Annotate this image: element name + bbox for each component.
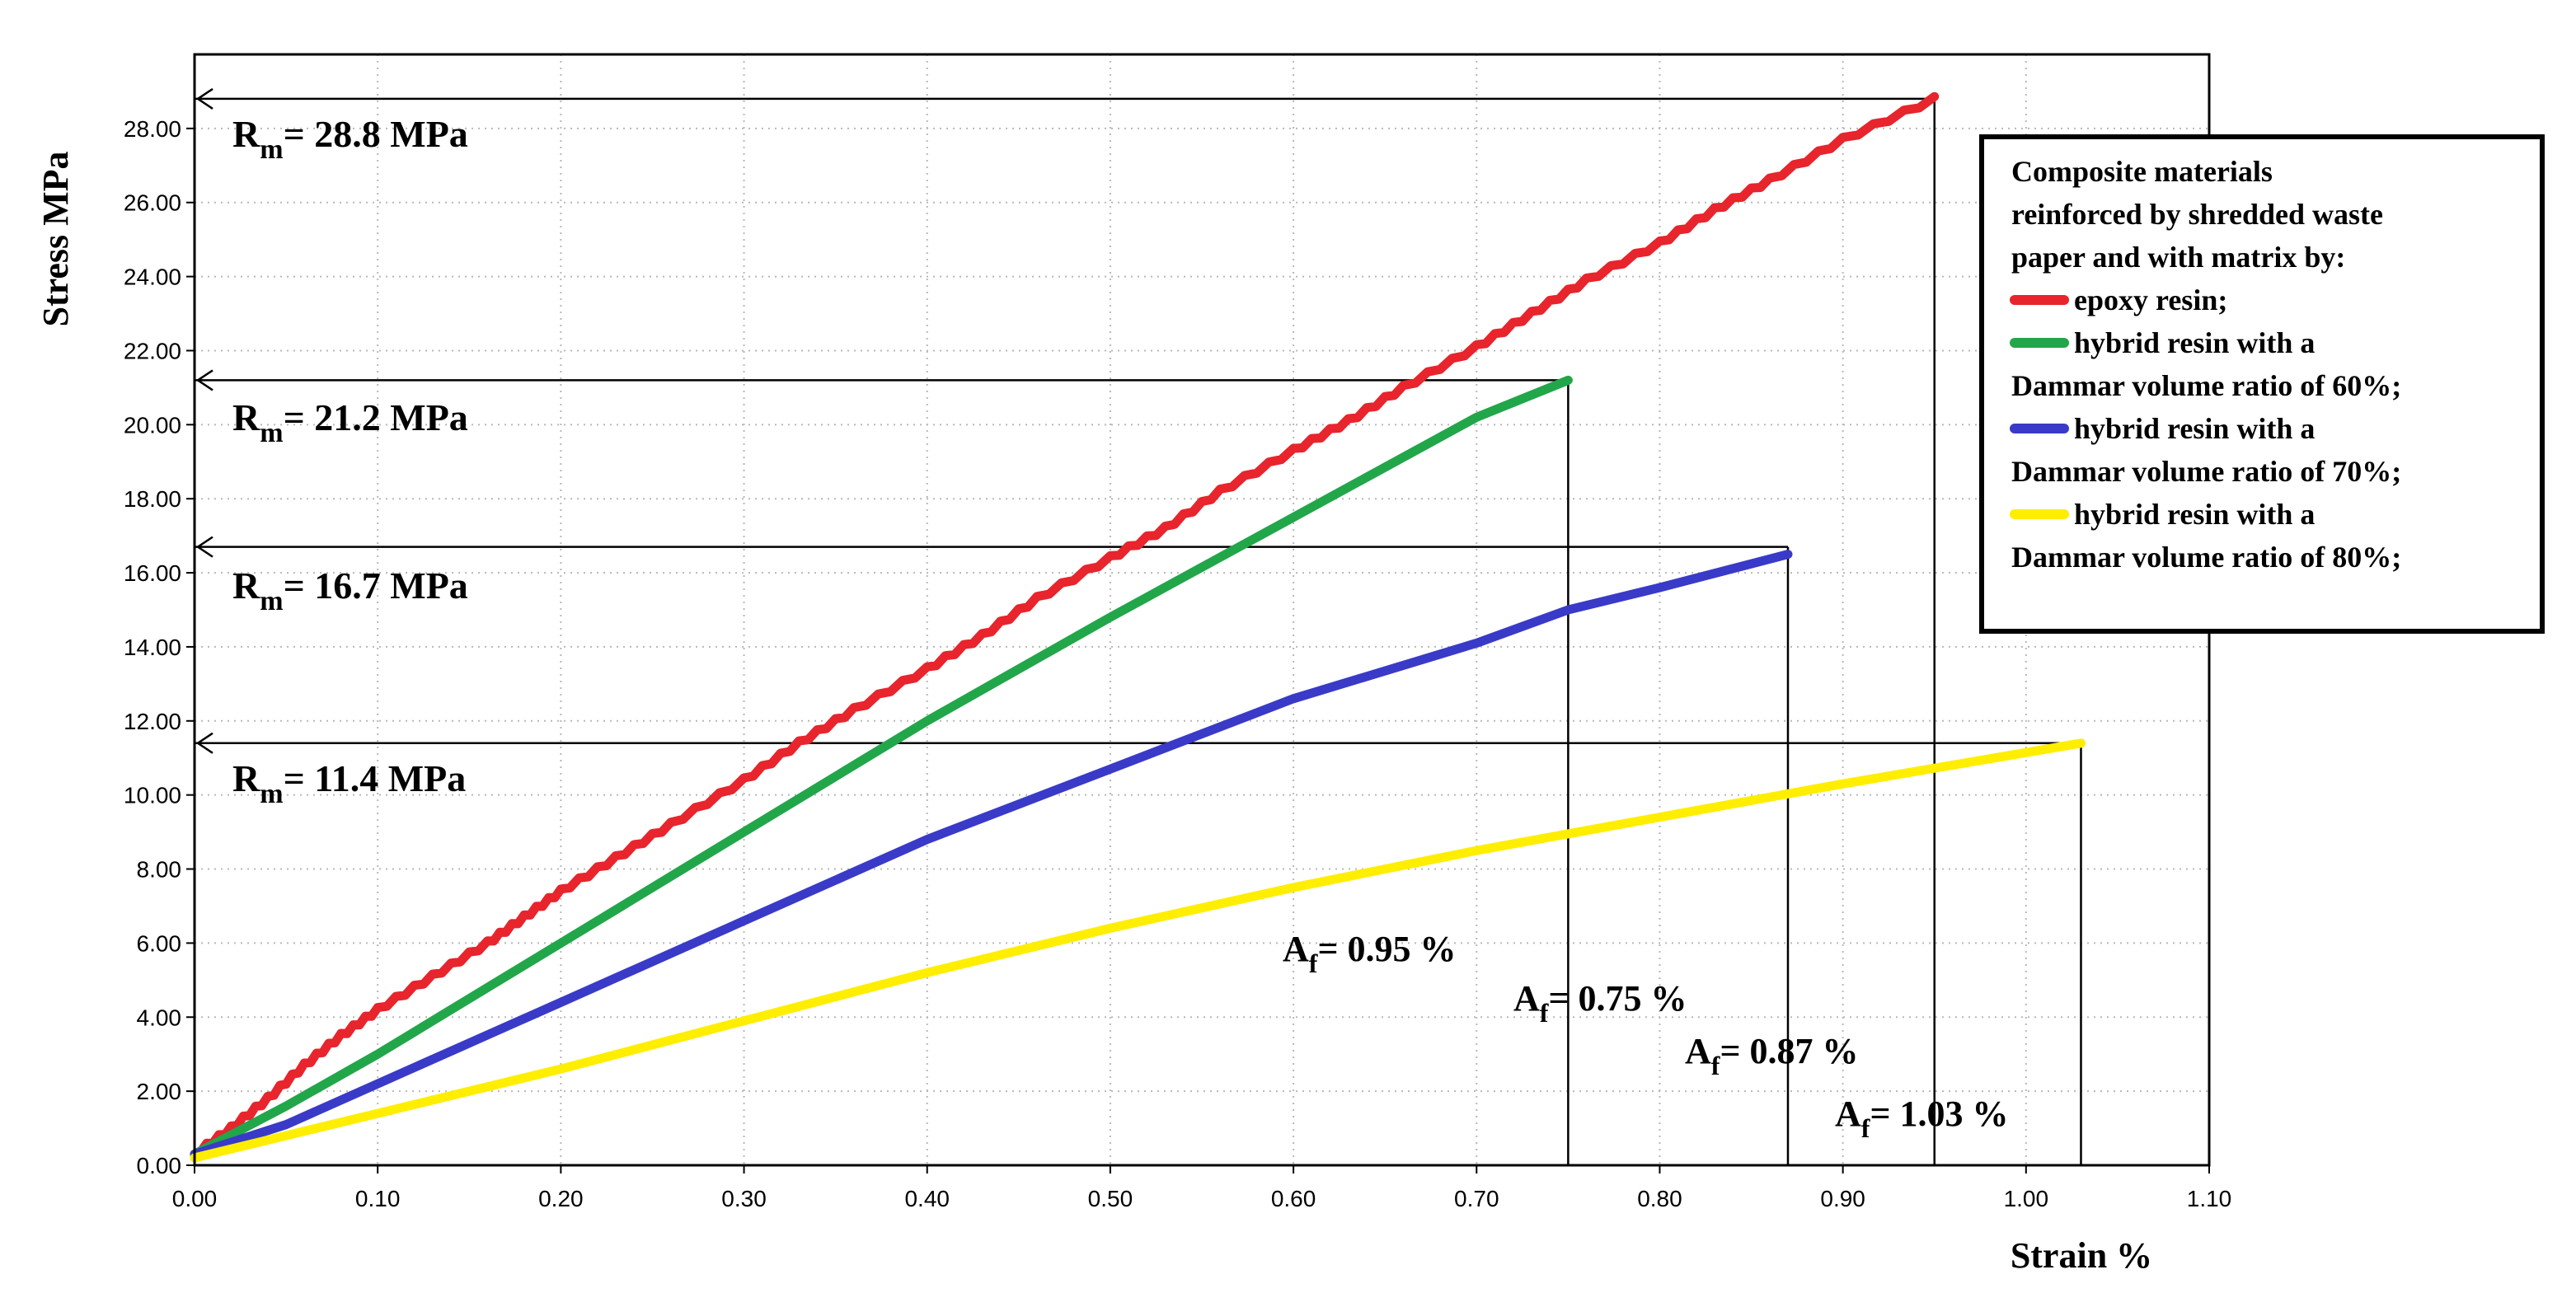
reference-arrowhead: [195, 87, 213, 110]
series-line-0: [190, 91, 1940, 1159]
y-tick-label: 22.00: [124, 338, 181, 363]
y-tick-label: 10.00: [124, 783, 181, 808]
reference-arrowhead: [195, 732, 213, 754]
series-lines: [190, 91, 2086, 1163]
x-tick-label: 0.00: [172, 1186, 218, 1211]
legend-entry-label: hybrid resin with a: [2074, 412, 2315, 445]
x-tick-label: 0.50: [1088, 1186, 1133, 1211]
annotation-subscript: f: [1309, 949, 1318, 978]
legend-entry-continuation: Dammar volume ratio of 60%;: [2011, 369, 2401, 402]
y-tick-label: 18.00: [124, 486, 181, 512]
y-tick-label: 2.00: [137, 1079, 182, 1104]
legend-entry-label: hybrid resin with a: [2074, 326, 2315, 359]
max-stress-label: Rm= 16.7 MPa: [232, 564, 468, 616]
annotation-value: = 0.95 %: [1317, 929, 1456, 969]
x-tick-label: 0.80: [1637, 1186, 1682, 1211]
annotation-subscript: f: [1711, 1051, 1720, 1080]
x-tick-label: 0.70: [1454, 1186, 1499, 1211]
y-tick-label: 20.00: [124, 412, 181, 438]
annotation-symbol: A: [1283, 929, 1309, 969]
annotation-subscript: m: [260, 418, 283, 448]
x-tick-label: 0.10: [355, 1186, 401, 1211]
y-tick-label: 0.00: [137, 1153, 182, 1178]
y-tick-label: 28.00: [124, 116, 181, 142]
annotation-subscript: m: [260, 779, 283, 809]
max-stress-label: Rm= 28.8 MPa: [232, 113, 468, 165]
x-tick-label: 0.40: [904, 1186, 950, 1211]
legend-box: [1979, 134, 2545, 634]
x-tick-label: 1.10: [2187, 1186, 2232, 1211]
series-line-3: [190, 738, 2086, 1163]
max-stress-label: Rm= 11.4 MPa: [232, 757, 466, 809]
annotation-subscript: f: [1861, 1113, 1870, 1143]
annotation-symbol: A: [1513, 978, 1540, 1019]
annotation-value: = 16.7 MPa: [284, 564, 468, 607]
x-tick-label: 0.30: [721, 1186, 767, 1211]
elongation-label: Af= 0.87 %: [1685, 1031, 1859, 1080]
legend-title-line: Composite materials: [2011, 155, 2273, 188]
annotation-symbol: R: [232, 564, 260, 607]
legend: Composite materials reinforced by shredde…: [1979, 134, 2545, 634]
legend-title-line: paper and with matrix by:: [2011, 241, 2345, 274]
series-line-1: [190, 375, 1573, 1159]
annotation-subscript: f: [1540, 998, 1549, 1028]
y-tick-label: 14.00: [124, 635, 181, 660]
elongation-label: Af= 0.75 %: [1513, 978, 1687, 1028]
y-axis-title: Stress MPa: [35, 151, 76, 326]
reference-arrowhead: [195, 536, 213, 558]
annotation-value: = 1.03 %: [1870, 1094, 2008, 1134]
x-tick-label: 1.00: [2004, 1186, 2049, 1211]
annotation-subscript: m: [260, 134, 283, 165]
reference-lines: [195, 87, 2082, 1165]
grid: [194, 54, 2210, 1166]
annotation-value: = 11.4 MPa: [284, 757, 467, 799]
legend-entry-continuation: Dammar volume ratio of 70%;: [2011, 455, 2401, 488]
x-tick-label: 0.60: [1271, 1186, 1316, 1211]
annotation-symbol: R: [232, 396, 260, 438]
y-tick-label: 12.00: [124, 709, 181, 734]
series-line-2: [190, 550, 1793, 1159]
annotation-subscript: m: [260, 586, 283, 616]
plot-frame: [193, 53, 2211, 1167]
y-tick-label: 6.00: [137, 930, 182, 956]
legend-entry-label: hybrid resin with a: [2074, 498, 2315, 531]
y-tick-label: 4.00: [137, 1005, 182, 1030]
annotation-symbol: R: [232, 757, 260, 799]
annotation-symbol: R: [232, 113, 260, 155]
x-tick-label: 0.20: [538, 1186, 584, 1211]
y-tick-label: 8.00: [137, 857, 182, 883]
annotation-value: = 21.2 MPa: [284, 396, 468, 438]
legend-entry-continuation: Dammar volume ratio of 80%;: [2011, 541, 2401, 574]
x-axis-title: Strain %: [2011, 1235, 2152, 1276]
annotation-value: = 28.8 MPa: [284, 113, 468, 155]
x-tick-label: 0.90: [1820, 1186, 1865, 1211]
y-tick-label: 26.00: [124, 190, 181, 216]
reference-arrowhead: [195, 369, 213, 391]
annotation-symbol: A: [1835, 1094, 1861, 1134]
tick-labels: 0.00 2.00 4.00 6.00 8.00 10.00 12.00 14.00 16.00…: [124, 116, 2231, 1211]
legend-entry-label: epoxy resin;: [2074, 283, 2227, 316]
legend-title-line: reinforced by shredded waste: [2011, 198, 2383, 231]
max-stress-label: Rm= 21.2 MPa: [232, 396, 468, 448]
y-tick-label: 24.00: [124, 265, 181, 290]
annotation-symbol: A: [1685, 1031, 1711, 1071]
y-tick-label: 16.00: [124, 560, 181, 586]
elongation-label: Af= 1.03 %: [1835, 1094, 2009, 1143]
annotation-value: = 0.75 %: [1548, 978, 1687, 1019]
elongation-label: Af= 0.95 %: [1283, 929, 1457, 978]
annotation-value: = 0.87 %: [1720, 1031, 1858, 1071]
